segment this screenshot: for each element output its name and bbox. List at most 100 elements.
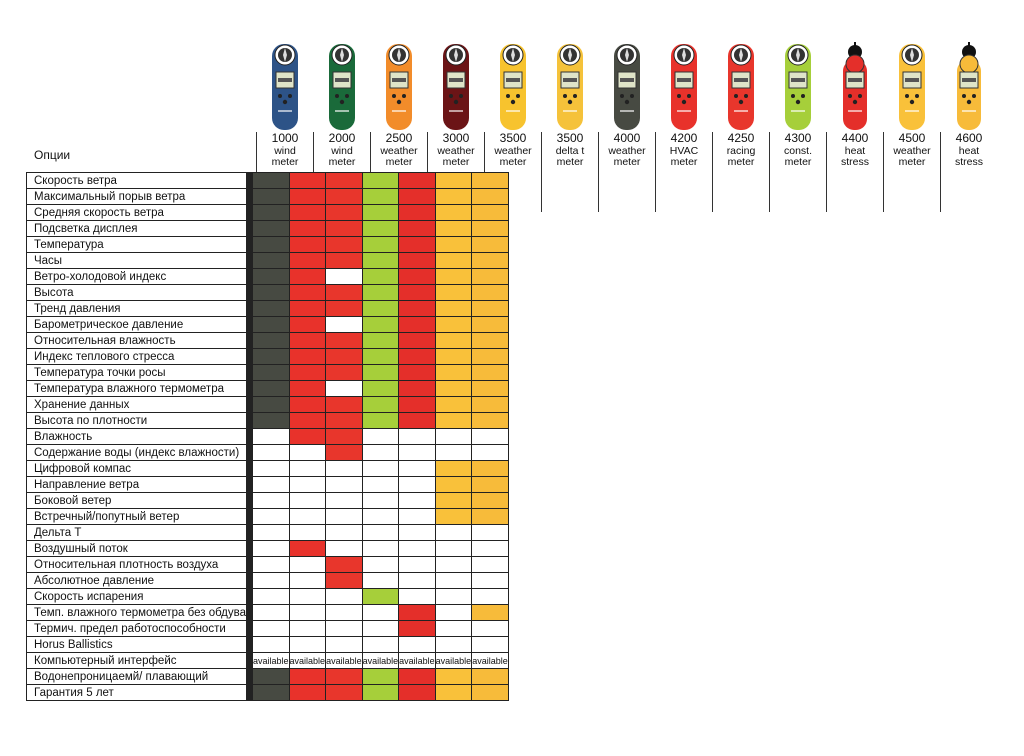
- feature-label: Барометрическое давление: [26, 316, 247, 333]
- feature-empty-cell: [361, 492, 400, 509]
- model-number: 4400: [841, 131, 869, 145]
- feature-empty-cell: [434, 444, 473, 461]
- anemometer-icon: [328, 44, 355, 130]
- feature-label: Средняя скорость ветра: [26, 204, 247, 221]
- model-number: 4300: [784, 131, 812, 145]
- feature-supported-cell: [471, 492, 509, 509]
- feature-supported-cell: [252, 380, 290, 397]
- feature-empty-cell: [288, 556, 327, 573]
- feature-row: Относительная плотность воздуха: [26, 556, 509, 573]
- feature-empty-cell: [398, 508, 436, 525]
- feature-supported-cell: [471, 348, 509, 365]
- feature-supported-cell: [361, 316, 400, 333]
- feature-empty-cell: [471, 572, 509, 589]
- feature-empty-cell: [288, 508, 327, 525]
- feature-empty-cell: [471, 620, 509, 637]
- feature-label: Высота по плотности: [26, 412, 247, 429]
- feature-supported-cell: [398, 236, 436, 253]
- feature-supported-cell: [471, 172, 509, 189]
- feature-label: Воздушный поток: [26, 540, 247, 557]
- feature-supported-cell: [252, 396, 290, 413]
- feature-empty-cell: [471, 556, 509, 573]
- device-image: [427, 42, 484, 132]
- feature-supported-cell: [471, 284, 509, 301]
- feature-supported-cell: [398, 204, 436, 221]
- feature-supported-cell: [434, 316, 473, 333]
- feature-row: Цифровой компас: [26, 460, 509, 477]
- feature-supported-cell: [434, 204, 473, 221]
- model-number: 4200: [670, 131, 698, 145]
- feature-supported-cell: [325, 284, 363, 301]
- feature-supported-cell: [325, 668, 363, 685]
- feature-supported-cell: [398, 684, 436, 701]
- feature-supported-cell: [434, 364, 473, 381]
- feature-label: Horus Ballistics: [26, 636, 247, 653]
- feature-supported-cell: [471, 316, 509, 333]
- feature-empty-cell: [288, 524, 327, 541]
- model-name: wind meter: [271, 145, 299, 168]
- feature-text-cell: available: [325, 652, 363, 669]
- feature-row: Индекс теплового стресса: [26, 348, 509, 365]
- feature-supported-cell: [434, 348, 473, 365]
- feature-supported-cell: [325, 444, 363, 461]
- feature-supported-cell: [325, 252, 363, 269]
- feature-empty-cell: [361, 636, 400, 653]
- feature-supported-cell: [398, 348, 436, 365]
- feature-row: Температура: [26, 236, 509, 253]
- feature-row: Барометрическое давление: [26, 316, 509, 333]
- feature-empty-cell: [288, 492, 327, 509]
- feature-supported-cell: [398, 316, 436, 333]
- feature-row: Скорость ветра: [26, 172, 509, 189]
- feature-row: Воздушный поток: [26, 540, 509, 557]
- feature-label: Тренд давления: [26, 300, 247, 317]
- feature-row: Максимальный порыв ветра: [26, 188, 509, 205]
- feature-supported-cell: [288, 300, 327, 317]
- feature-empty-cell: [361, 620, 400, 637]
- feature-empty-cell: [325, 588, 363, 605]
- feature-empty-cell: [325, 476, 363, 493]
- feature-supported-cell: [434, 476, 473, 493]
- feature-supported-cell: [398, 300, 436, 317]
- device-images-row: [26, 42, 996, 132]
- feature-empty-cell: [325, 268, 363, 285]
- feature-supported-cell: [288, 172, 327, 189]
- heat-stress-meter-icon: [842, 42, 867, 130]
- device-image: [370, 42, 427, 132]
- feature-supported-cell: [398, 220, 436, 237]
- feature-label: Максимальный порыв ветра: [26, 188, 247, 205]
- feature-row: Встречный/попутный ветер: [26, 508, 509, 525]
- feature-supported-cell: [325, 572, 363, 589]
- feature-supported-cell: [325, 396, 363, 413]
- feature-row: Температура влажного термометра: [26, 380, 509, 397]
- feature-supported-cell: [471, 668, 509, 685]
- feature-label: Высота: [26, 284, 247, 301]
- feature-supported-cell: [471, 412, 509, 429]
- feature-supported-cell: [288, 204, 327, 221]
- feature-empty-cell: [252, 460, 290, 477]
- model-column-header: 4500 weather meter: [883, 132, 940, 212]
- anemometer-icon: [499, 44, 526, 130]
- feature-empty-cell: [434, 540, 473, 557]
- feature-label: Влажность: [26, 428, 247, 445]
- feature-supported-cell: [434, 380, 473, 397]
- feature-empty-cell: [325, 460, 363, 477]
- feature-empty-cell: [325, 636, 363, 653]
- feature-supported-cell: [361, 236, 400, 253]
- feature-supported-cell: [252, 204, 290, 221]
- feature-row: Horus Ballistics: [26, 636, 509, 653]
- feature-empty-cell: [434, 572, 473, 589]
- model-number: 2500: [385, 131, 413, 145]
- feature-supported-cell: [252, 348, 290, 365]
- feature-supported-cell: [361, 684, 400, 701]
- feature-supported-cell: [361, 284, 400, 301]
- feature-supported-cell: [325, 300, 363, 317]
- feature-supported-cell: [252, 300, 290, 317]
- feature-label: Скорость ветра: [26, 172, 247, 189]
- model-number: 3500: [499, 131, 527, 145]
- device-image: [940, 42, 997, 132]
- model-column-header: 4000 weather meter: [598, 132, 655, 212]
- feature-empty-cell: [434, 428, 473, 445]
- feature-empty-cell: [398, 540, 436, 557]
- model-number: 4600: [955, 131, 983, 145]
- feature-row: Тренд давления: [26, 300, 509, 317]
